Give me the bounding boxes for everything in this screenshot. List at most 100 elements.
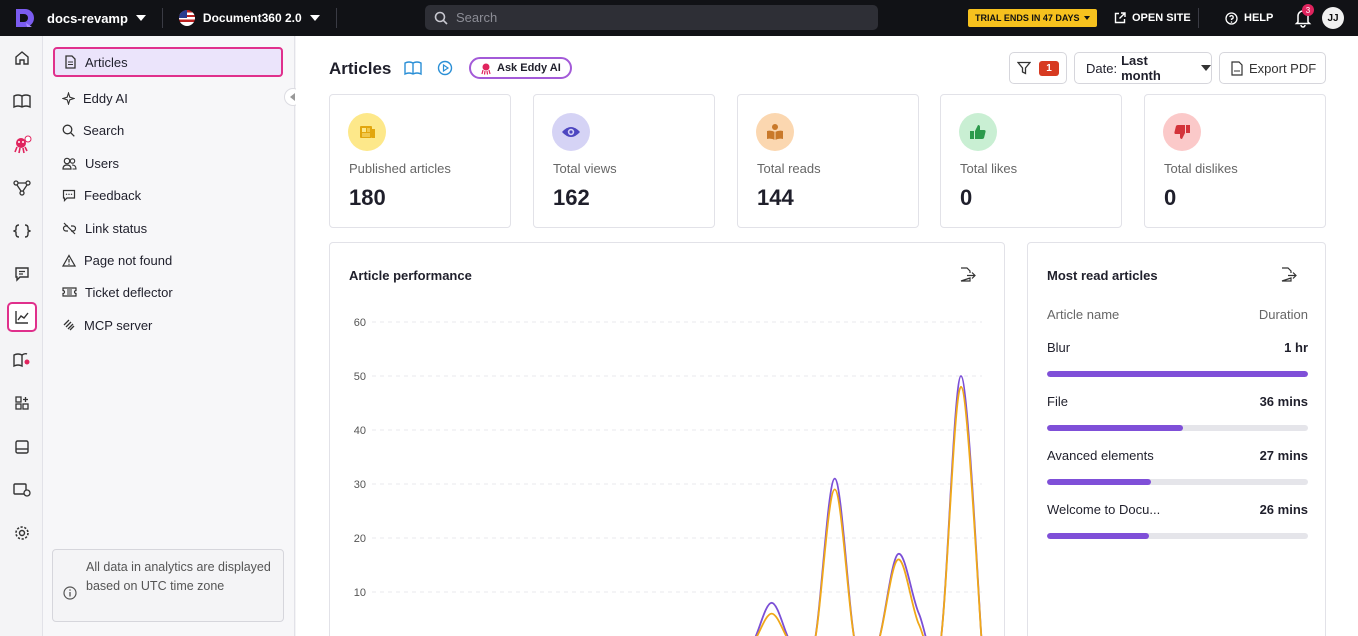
sidebar-item-page-not-found[interactable]: Page not found (53, 245, 283, 275)
project-name: docs-revamp (47, 10, 128, 26)
date-range-select[interactable]: Date: Last month (1074, 52, 1212, 84)
duration-bar (1047, 371, 1308, 377)
duration-bar (1047, 533, 1308, 539)
series-line-1 (754, 375, 983, 636)
article-icon (65, 55, 76, 69)
sidebar-item-feedback[interactable]: Feedback (53, 180, 283, 210)
list-item[interactable]: Avanced elements 27 mins (1047, 448, 1308, 485)
list-item[interactable]: Blur 1 hr (1047, 340, 1308, 377)
sidebar-item-ticket-deflector[interactable]: Ticket deflector (53, 277, 283, 307)
sidebar-item-link-status[interactable]: Link status (53, 213, 283, 243)
feedback-icon (62, 189, 76, 202)
y-tick-label: 60 (354, 317, 366, 329)
duration-bar (1047, 479, 1308, 485)
chevron-down-icon (1201, 65, 1211, 71)
broken-link-icon (62, 222, 77, 234)
main-content: Articles Ask Eddy AI 1 Date: Last month … (296, 36, 1358, 636)
stat-label: Total dislikes (1164, 161, 1238, 176)
list-item[interactable]: File 36 mins (1047, 394, 1308, 431)
trial-text: TRIAL ENDS IN 47 DAYS (975, 13, 1080, 23)
widget-icon[interactable] (7, 432, 37, 462)
card-title: Article performance (349, 268, 472, 283)
duration-bar-fill (1047, 479, 1152, 485)
workflow-icon[interactable] (7, 173, 37, 203)
users-icon (62, 157, 77, 170)
stat-total-likes: Total likes 0 (940, 94, 1122, 228)
stat-label: Published articles (349, 161, 451, 176)
y-tick-label: 40 (354, 425, 366, 437)
feedback-icon[interactable] (7, 259, 37, 289)
sidebar-item-label: Search (83, 122, 125, 138)
date-value: Last month (1121, 53, 1161, 83)
open-site-label: OPEN SITE (1132, 12, 1191, 24)
sidebar-item-label: Link status (85, 220, 148, 236)
list-item[interactable]: Welcome to Docu... 26 mins (1047, 502, 1308, 539)
column-duration: Duration (1258, 307, 1308, 322)
y-tick-label: 10 (354, 587, 366, 599)
documentation-icon[interactable] (7, 86, 37, 116)
stat-label: Total views (553, 161, 617, 176)
book-reader-icon (756, 113, 794, 151)
ticket-icon (62, 287, 77, 297)
book-icon[interactable] (404, 60, 422, 76)
eddy-ai-icon (481, 63, 491, 75)
portal-settings-icon[interactable] (7, 475, 37, 505)
sidebar-item-articles[interactable]: Articles (53, 47, 283, 77)
article-name: Blur (1047, 340, 1071, 355)
stat-total-views: Total views 162 (533, 94, 715, 228)
stat-value: 0 (960, 185, 973, 210)
open-site-link[interactable]: OPEN SITE (1114, 0, 1191, 36)
sidebar-item-label: Eddy AI (83, 90, 128, 106)
avatar[interactable]: JJ (1322, 7, 1344, 29)
filter-button[interactable]: 1 (1009, 52, 1067, 84)
search-box[interactable] (425, 5, 878, 30)
top-bar: docs-revamp Document360 2.0 TRIAL ENDS I… (0, 0, 1358, 36)
sidebar-item-mcp-server[interactable]: MCP server (53, 310, 283, 340)
stat-value: 162 (553, 185, 590, 210)
sidebar-item-users[interactable]: Users (53, 148, 283, 178)
eye-icon (552, 113, 590, 151)
eddy-ai-icon[interactable] (7, 130, 37, 160)
analytics-sidebar: Articles Eddy AI Search Users Feedback L… (43, 36, 295, 636)
stat-published-articles: Published articles 180 (329, 94, 511, 228)
trial-badge[interactable]: TRIAL ENDS IN 47 DAYS (968, 9, 1097, 27)
sparkle-icon (62, 91, 75, 105)
api-icon[interactable] (7, 216, 37, 246)
help-icon (1225, 11, 1238, 25)
export-icon[interactable] (959, 267, 976, 282)
y-tick-label: 20 (354, 533, 366, 545)
export-icon[interactable] (1280, 267, 1297, 282)
duration-bar-fill (1047, 425, 1183, 431)
external-link-icon (1114, 12, 1126, 24)
export-pdf-button[interactable]: Export PDF (1219, 52, 1326, 84)
analytics-icon[interactable] (7, 302, 37, 332)
chevron-down-icon (1083, 16, 1090, 20)
home-icon[interactable] (7, 43, 37, 73)
version-selector[interactable]: Document360 2.0 (178, 10, 320, 26)
sidebar-item-eddy-ai[interactable]: Eddy AI (53, 83, 283, 113)
knowledge-base-icon[interactable] (7, 345, 37, 375)
article-performance-chart: 10 20 30 40 50 60 (354, 317, 983, 636)
us-flag-icon (178, 10, 195, 26)
search-input[interactable] (456, 10, 856, 25)
divider (335, 8, 337, 28)
sidebar-item-label: Feedback (84, 187, 142, 203)
article-duration: 27 mins (1259, 448, 1308, 463)
sidebar-item-search[interactable]: Search (53, 115, 283, 145)
export-label: Export PDF (1249, 60, 1317, 76)
utc-note-text: All data in analytics are displayed base… (86, 560, 271, 593)
search-icon (62, 124, 75, 137)
card-title: Most read articles (1047, 268, 1158, 283)
ask-eddy-ai-button[interactable]: Ask Eddy AI (469, 57, 572, 79)
article-name: File (1047, 394, 1068, 409)
filter-icon (1017, 61, 1031, 75)
stat-label: Total reads (757, 161, 821, 176)
chevron-down-icon (309, 15, 320, 21)
integrations-icon[interactable] (7, 388, 37, 418)
newspaper-icon (348, 113, 386, 151)
project-selector[interactable]: docs-revamp (47, 11, 146, 26)
help-link[interactable]: HELP (1225, 0, 1273, 36)
play-video-icon[interactable] (437, 60, 453, 76)
document360-logo[interactable] (13, 7, 35, 29)
gear-icon[interactable] (7, 518, 37, 548)
